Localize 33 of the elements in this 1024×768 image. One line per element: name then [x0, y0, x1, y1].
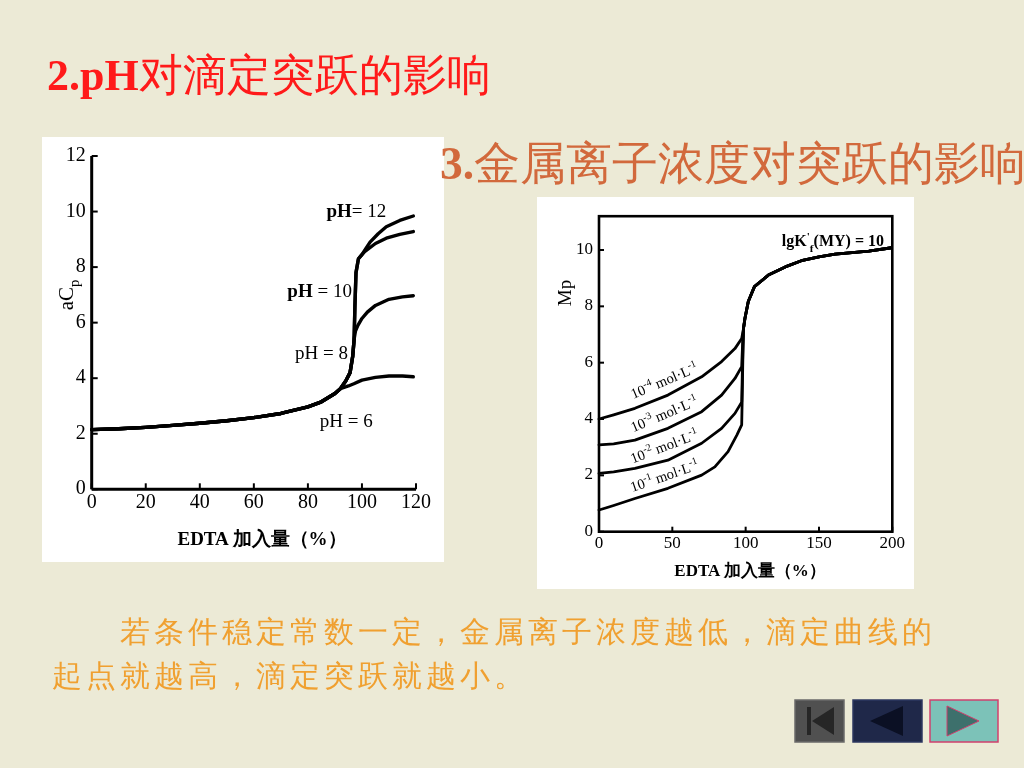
x-tick-label: 120 — [401, 490, 431, 513]
y-tick-label: 0 — [75, 475, 86, 498]
x-tick-label: 80 — [297, 490, 318, 513]
x-tick-label: 200 — [879, 532, 906, 552]
annotation: lgK$^{'}$$_{f}$(MY) = 10 — [781, 230, 884, 254]
series-label: pH = 6 — [319, 410, 373, 432]
y-tick-label: 6 — [584, 351, 593, 371]
y-tick-label: 8 — [584, 295, 593, 315]
text: 若条件稳定常数一定，金属离子浓度越低，滴定曲线的起点就越高，滴定突跃就越小。 — [52, 614, 937, 694]
chart-title: 2.pH对滴定突跃的影响 — [47, 51, 491, 100]
x-axis-title: EDTA 加入量（%） — [177, 528, 347, 549]
x-tick-label: 100 — [732, 532, 759, 552]
x-tick-label: 40 — [189, 490, 210, 513]
x-tick-label: 100 — [346, 490, 377, 513]
y-tick-label: 2 — [584, 464, 593, 484]
y-tick-label: 10 — [65, 198, 86, 221]
y-tick-label: 12 — [65, 142, 86, 165]
y-tick-label: 4 — [75, 364, 86, 387]
series-label: pH = 8 — [294, 342, 348, 364]
x-tick-label: 50 — [663, 532, 681, 552]
series-label: pH = 10 — [287, 280, 352, 302]
x-tick-label: 20 — [135, 490, 156, 513]
y-tick-label: 8 — [75, 253, 86, 276]
chart-title: 3.金属离子浓度对突跃的影响 — [440, 138, 1024, 189]
y-axis-title: Mp — [554, 279, 576, 307]
y-tick-label: 4 — [584, 407, 594, 427]
series-label: pH= 12 — [326, 200, 387, 222]
x-axis-title: EDTA 加入量（%） — [674, 561, 826, 580]
x-tick-label: 60 — [243, 490, 264, 513]
y-tick-label: 2 — [75, 420, 86, 443]
x-tick-label: 150 — [806, 532, 832, 552]
y-tick-label: 10 — [576, 238, 593, 258]
y-tick-label: 6 — [75, 309, 86, 332]
